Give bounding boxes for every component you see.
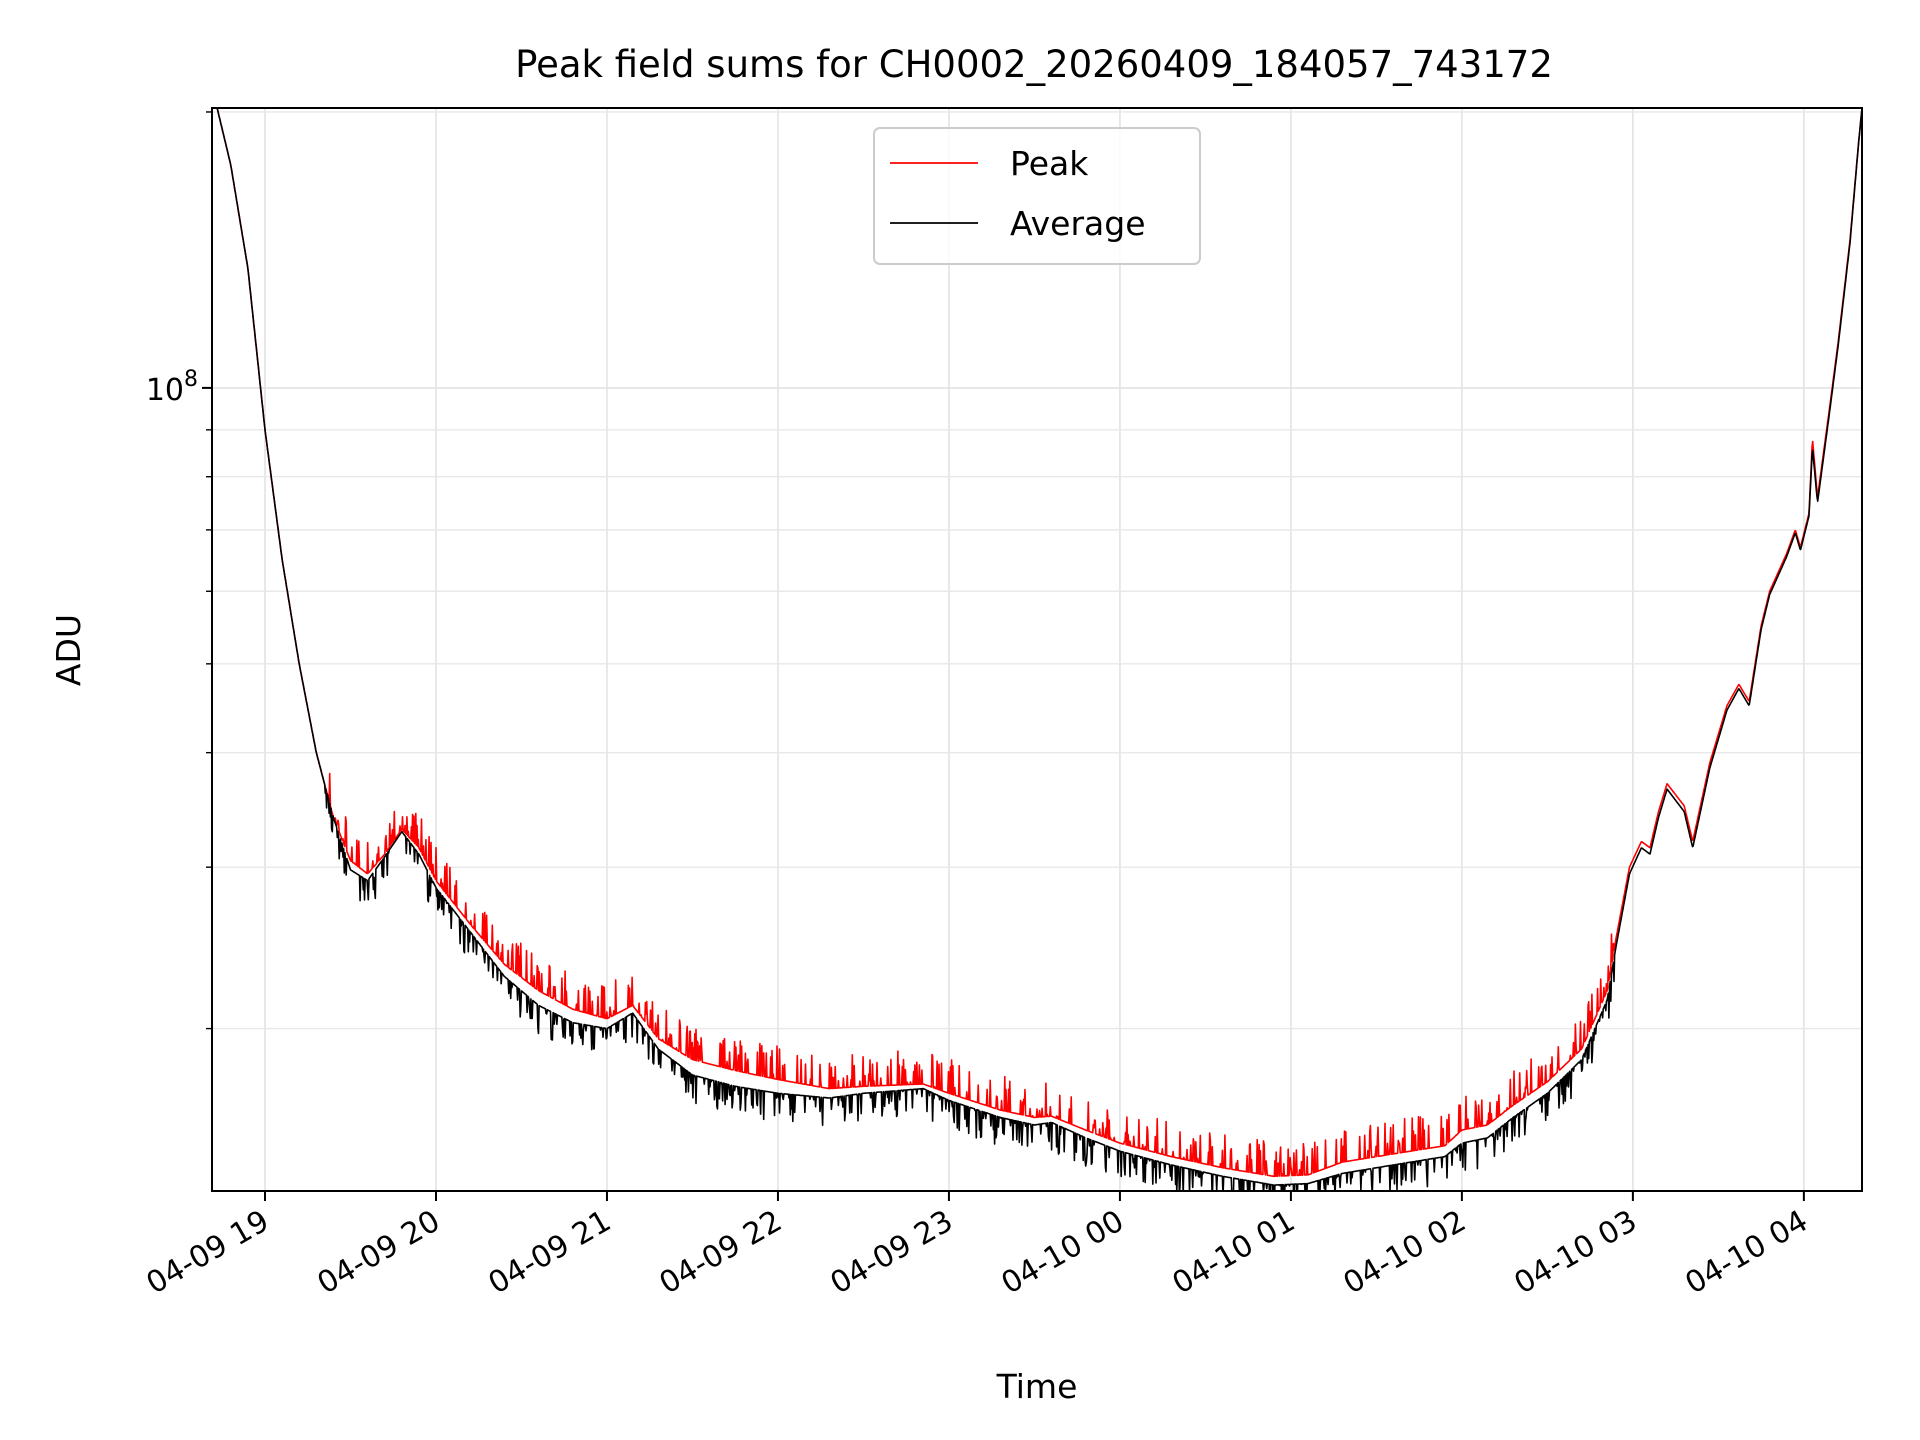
legend-label-peak: Peak <box>1010 144 1089 183</box>
series-layer <box>216 108 1862 1191</box>
chart-title: Peak field sums for CH0002_20260409_1840… <box>515 43 1553 86</box>
y-axis-label: ADU <box>49 614 88 686</box>
series-line-average <box>216 108 1862 1191</box>
x-axis-label: Time <box>996 1367 1078 1406</box>
series-line-peak <box>216 108 1862 1178</box>
legend-box <box>873 127 1201 265</box>
legend: Peak Average <box>873 127 1201 265</box>
legend-label-average: Average <box>1010 204 1146 243</box>
grid <box>212 108 1862 1191</box>
plot-area-frame <box>211 107 1863 1192</box>
